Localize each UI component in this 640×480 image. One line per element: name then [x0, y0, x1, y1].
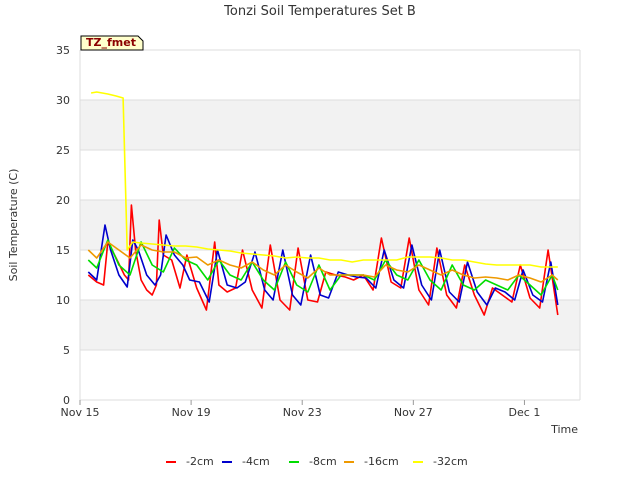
legend-label: -16cm: [364, 455, 399, 468]
plot-band: [80, 100, 580, 150]
legend-label: -32cm: [433, 455, 468, 468]
y-tick-label: 20: [56, 194, 70, 207]
y-tick-label: 10: [56, 294, 70, 307]
series-line-32cm: [90, 91, 558, 268]
legend-label: -8cm: [309, 455, 337, 468]
badge-box: [80, 35, 144, 51]
x-tick-label: Dec 1: [509, 406, 541, 419]
plot-background: [80, 50, 580, 400]
y-tick-label: 15: [56, 244, 70, 257]
legend-item: -8cm: [289, 455, 337, 468]
chart-title: Tonzi Soil Temperatures Set B: [223, 4, 416, 19]
x-tick-label: Nov 15: [61, 406, 100, 419]
plot-band: [80, 200, 580, 250]
legend-item: -2cm: [166, 455, 214, 468]
source-badge: TZ_fmet: [80, 35, 144, 51]
series-line-2cm: [87, 204, 559, 316]
x-tick-label: Nov 19: [172, 406, 211, 419]
x-axis-label: Time: [550, 423, 578, 436]
y-tick-label: 5: [63, 344, 70, 357]
y-axis-label: Soil Temperature (C): [7, 169, 20, 282]
x-axis-ticks: Nov 15 Nov 19 Nov 23 Nov 27 Dec 1: [61, 400, 541, 419]
plot-band: [80, 300, 580, 350]
y-tick-label: 35: [56, 44, 70, 57]
series-line-4cm: [87, 224, 559, 306]
legend-label: -2cm: [186, 455, 214, 468]
badge-text: TZ_fmet: [86, 36, 136, 49]
legend-label: -4cm: [242, 455, 270, 468]
series-line-8cm: [87, 239, 559, 296]
x-tick-label: Nov 27: [394, 406, 433, 419]
y-axis-ticks: 0 5 10 15 20 25 30 35: [56, 44, 70, 407]
legend-item: -4cm: [222, 455, 270, 468]
x-tick-label: Nov 23: [283, 406, 322, 419]
legend-item: -32cm: [413, 455, 468, 468]
legend: -2cm -4cm -8cm -16cm -32cm: [166, 455, 468, 468]
y-tick-label: 30: [56, 94, 70, 107]
legend-item: -16cm: [344, 455, 399, 468]
y-tick-label: 25: [56, 144, 70, 157]
series-group: [87, 91, 559, 316]
series-line-16cm: [87, 241, 559, 283]
grid-lines: [79, 49, 581, 401]
y-tick-label: 0: [63, 394, 70, 407]
